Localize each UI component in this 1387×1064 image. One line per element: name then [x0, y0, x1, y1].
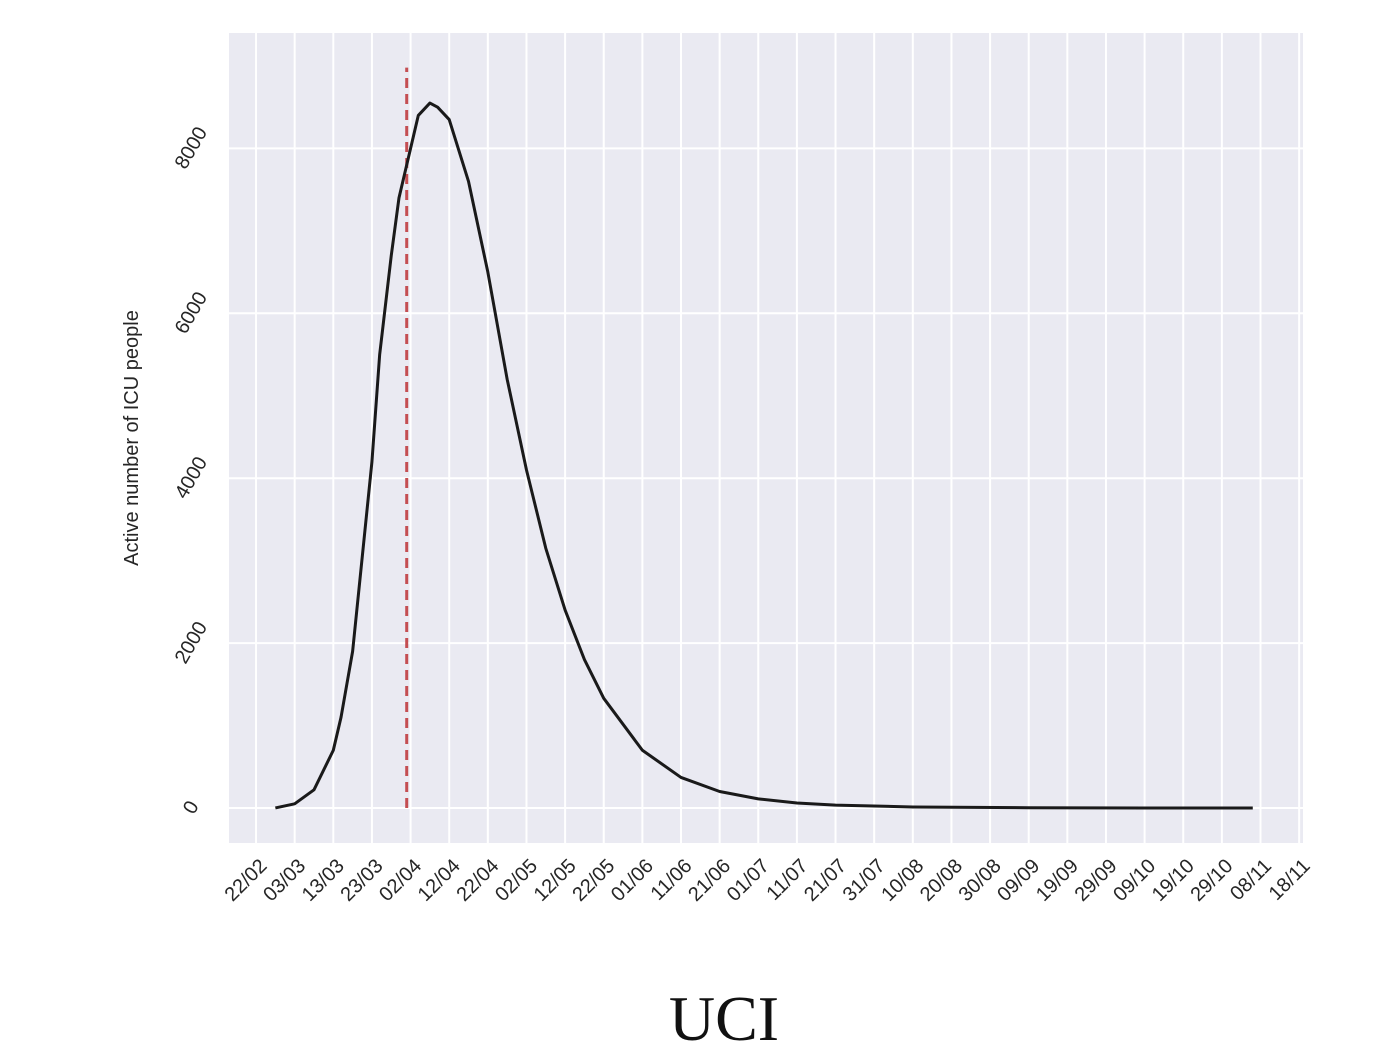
x-tick-label: 23/03	[337, 855, 388, 906]
x-tick-label: 29/10	[1186, 855, 1237, 906]
x-tick-label: 11/06	[647, 855, 697, 905]
x-tick-label: 12/04	[414, 855, 465, 906]
x-tick-label: 21/06	[684, 855, 735, 906]
x-tick-label: 22/04	[452, 855, 503, 906]
line	[275, 101, 1253, 810]
x-tick-label: 09/09	[993, 855, 1044, 906]
x-tick-label: 01/06	[607, 855, 658, 906]
x-tick-label: 19/09	[1032, 855, 1083, 906]
x-tick-label: 08/11	[1226, 855, 1276, 905]
x-tick-label: 20/08	[916, 855, 967, 906]
y-tick-label: 2000	[171, 618, 212, 668]
x-tick-label: 21/07	[800, 855, 851, 906]
x-tick-label: 02/05	[491, 855, 542, 906]
y-axis-label: Active number of ICU people	[121, 310, 143, 566]
x-tick-label: 22/02	[221, 855, 272, 906]
x-tick-label: 02/04	[375, 855, 426, 906]
x-tick-label: 12/05	[530, 855, 581, 906]
y-tick-label: 0	[179, 797, 204, 818]
x-tick-label: 22/05	[568, 855, 619, 906]
y-tick-label: 8000	[171, 123, 212, 173]
x-tick-label: 29/09	[1071, 855, 1122, 906]
y-tick-label: 6000	[171, 288, 212, 338]
x-tick-label: 10/08	[877, 855, 928, 906]
x-tick-label: 19/10	[1148, 855, 1199, 906]
x-tick-label: 30/08	[955, 855, 1006, 906]
plot-area	[229, 33, 1303, 843]
y-tick-label: 4000	[171, 453, 212, 503]
x-tick-label: 09/10	[1109, 855, 1160, 906]
x-tick-label: 01/07	[723, 855, 774, 906]
x-tick-label: 31/07	[839, 855, 890, 906]
x-tick-label: 18/11	[1265, 855, 1315, 905]
x-tick-label: 11/07	[763, 855, 813, 905]
x-tick-label: 03/03	[259, 855, 310, 906]
x-tick-label: 13/03	[298, 855, 349, 906]
chart-title: UCI	[669, 983, 779, 1054]
